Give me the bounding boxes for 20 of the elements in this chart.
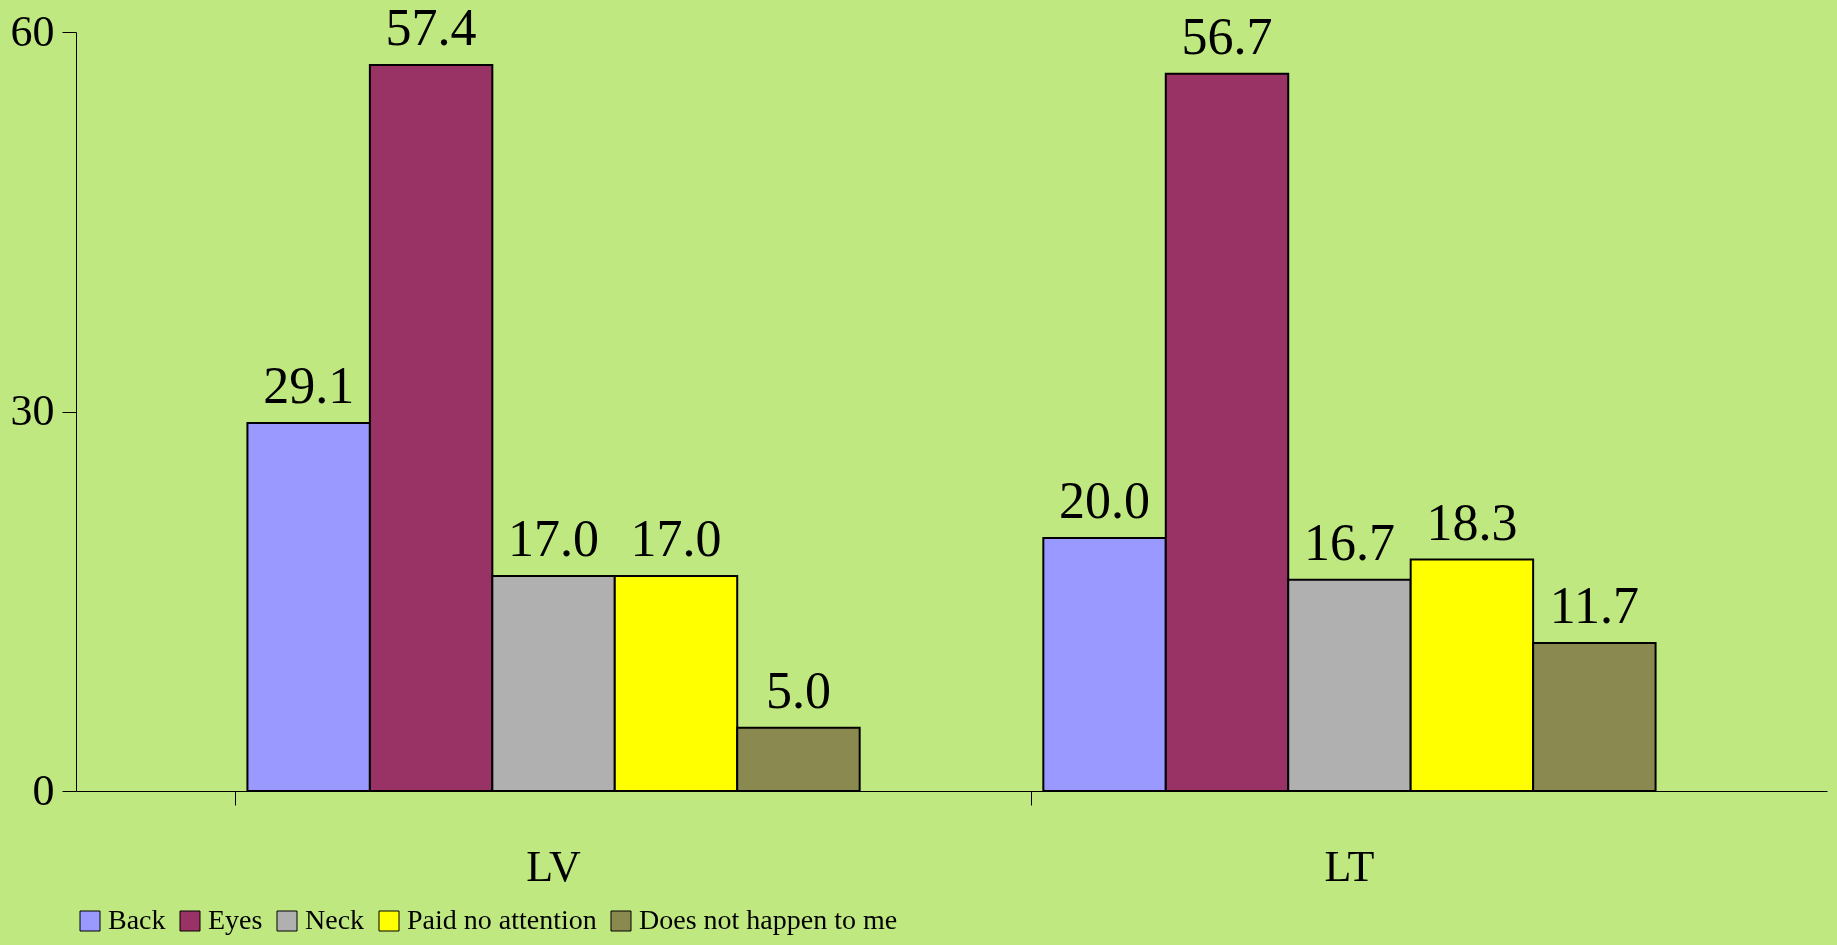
legend-label: Paid no attention [407, 904, 597, 935]
y-tick-label: 0 [32, 765, 55, 815]
legend-label: Back [108, 904, 166, 935]
data-label: 57.4 [385, 0, 477, 56]
data-label: 11.7 [1549, 576, 1639, 634]
legend-label: Does not happen to me [639, 904, 898, 935]
data-label: 56.7 [1181, 7, 1273, 65]
data-label: 29.1 [263, 356, 355, 414]
y-tick-label: 60 [10, 6, 55, 56]
data-label: 18.3 [1426, 493, 1518, 551]
data-label: 17.0 [630, 509, 722, 567]
data-label: 5.0 [765, 661, 831, 719]
legend-label: Neck [305, 904, 365, 935]
data-label: 20.0 [1059, 472, 1151, 529]
data-label: 16.7 [1303, 513, 1395, 571]
x-tick-label: LV [526, 841, 582, 891]
data-label: 17.0 [508, 509, 600, 567]
y-tick-label: 30 [10, 386, 55, 435]
legend-label: Eyes [208, 904, 263, 935]
x-tick-label: LT [1324, 841, 1375, 891]
